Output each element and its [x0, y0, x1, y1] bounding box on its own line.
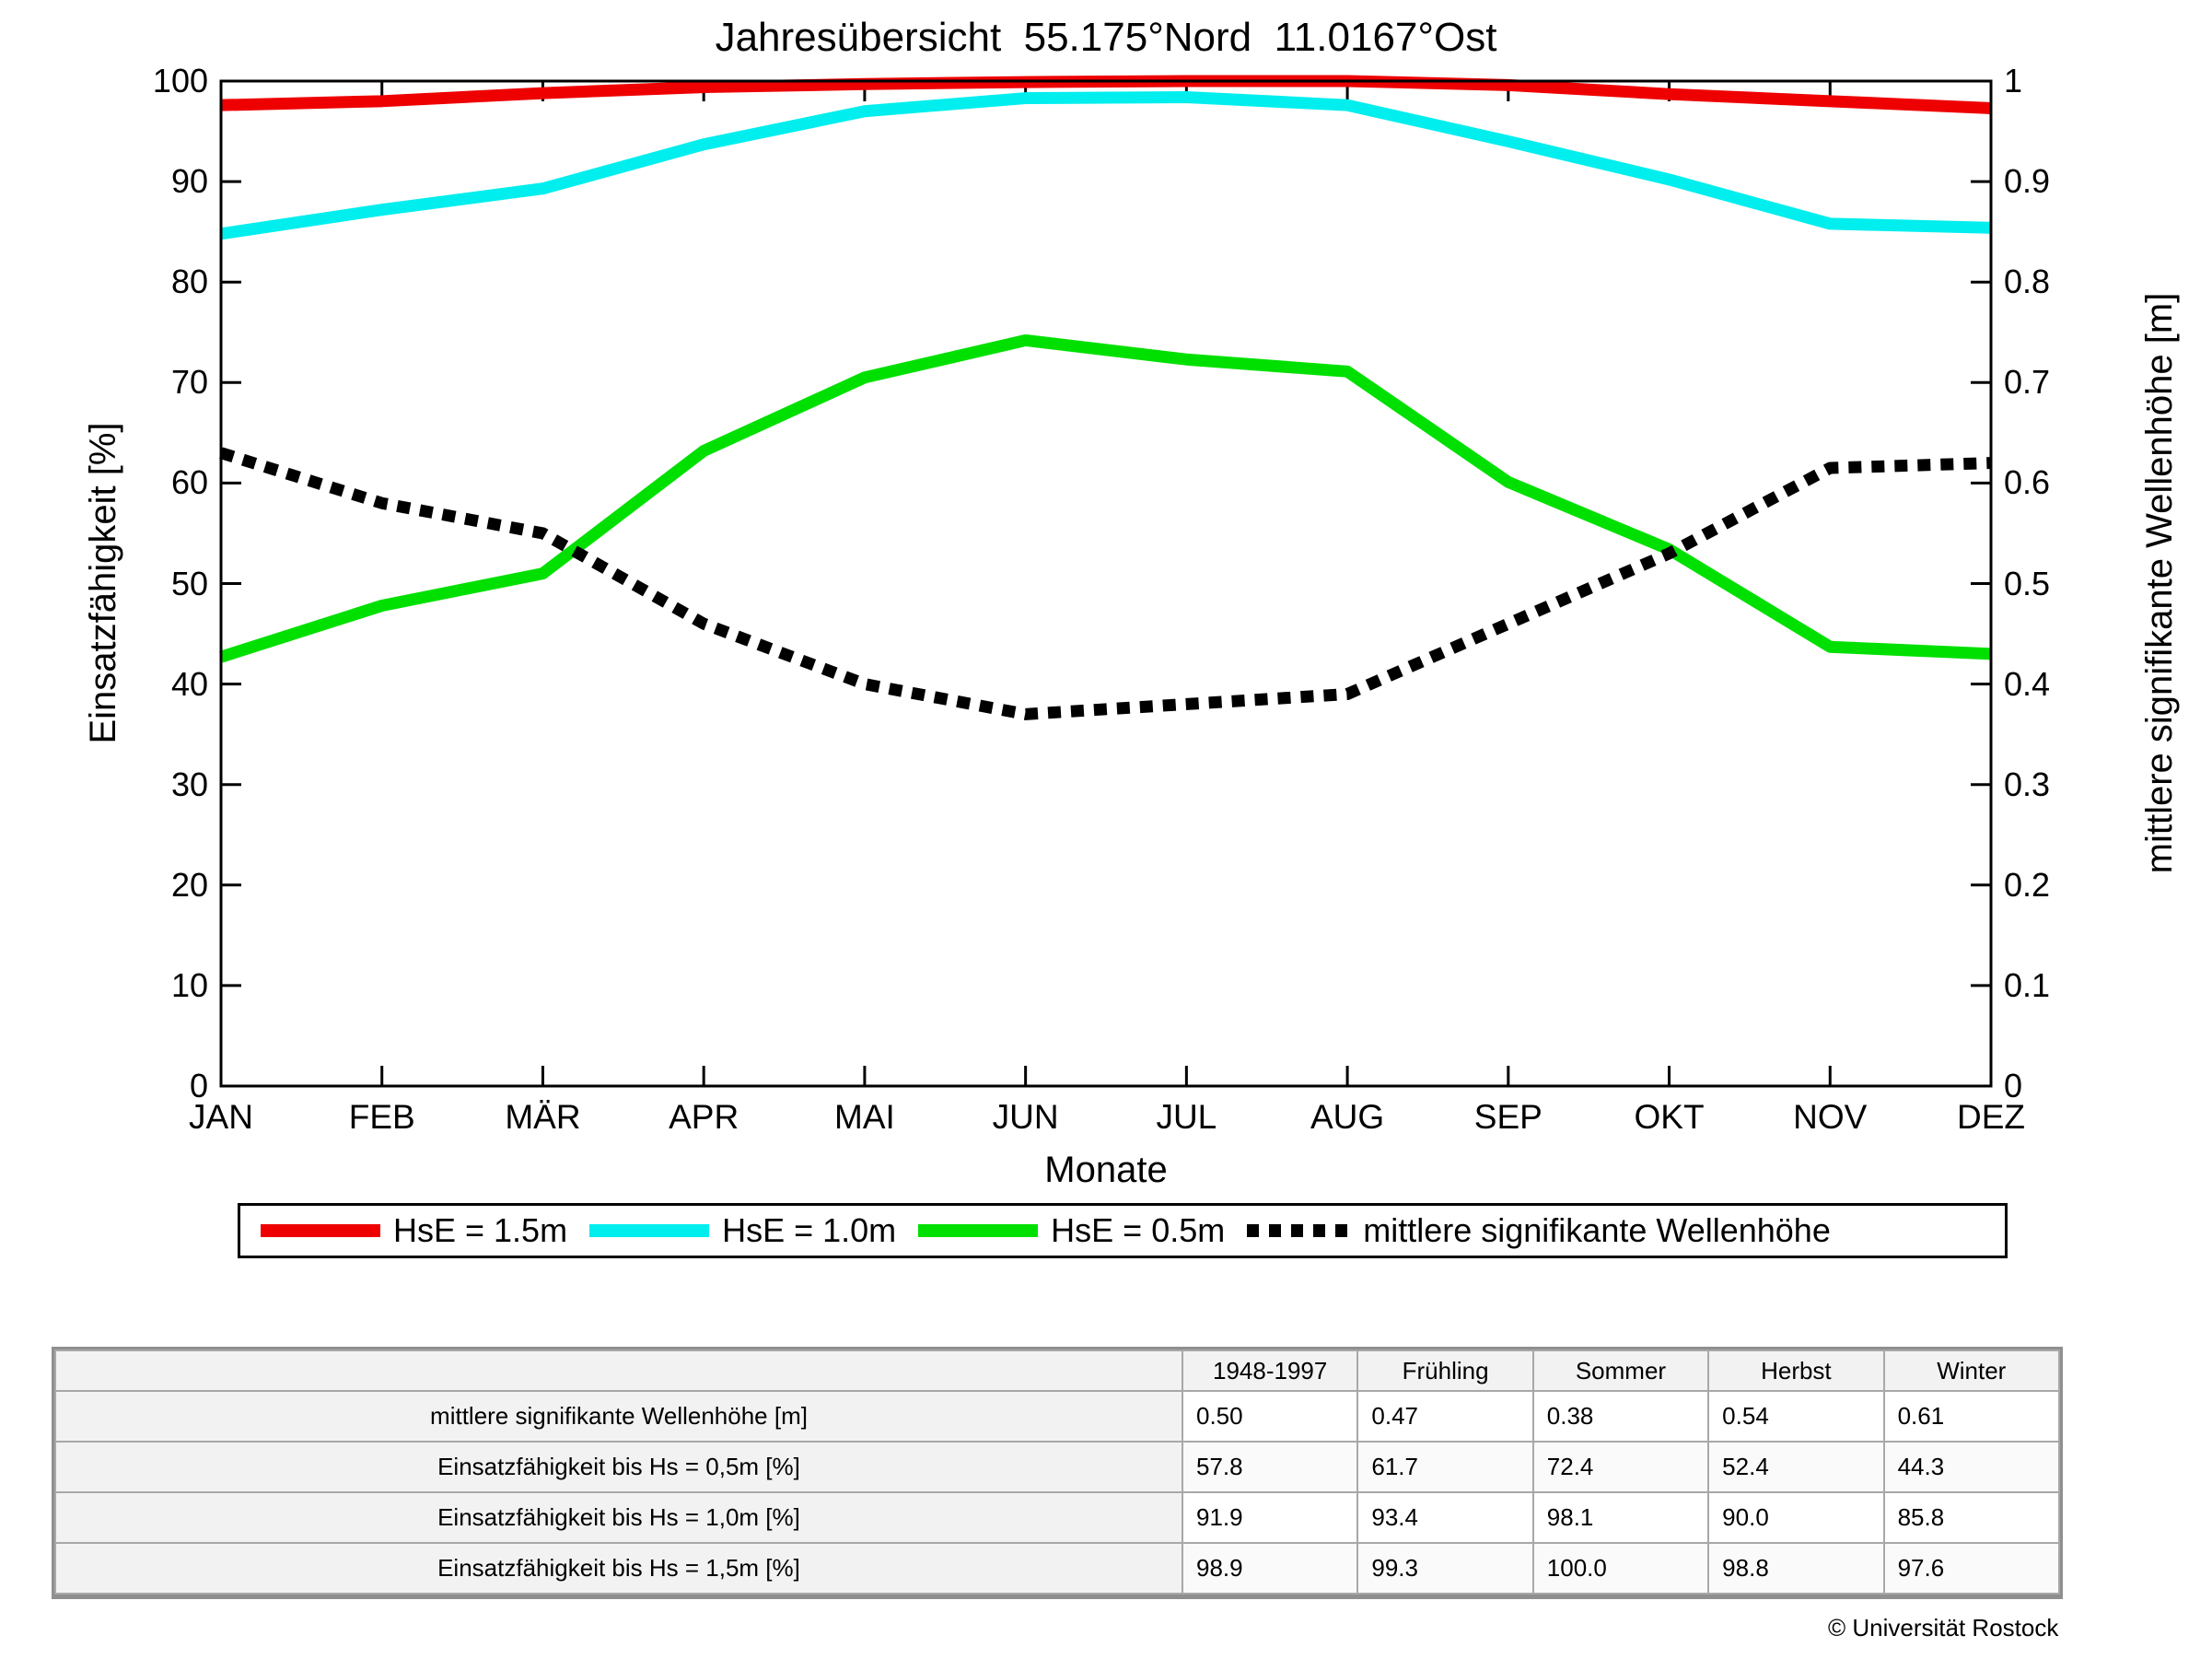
legend-label: mittlere signifikante Wellenhöhe: [1363, 1211, 1831, 1249]
table-cell: 99.3: [1356, 1542, 1534, 1595]
table-cell: 97.6: [1882, 1542, 2061, 1595]
y-axis-right-tick-label: 1: [2004, 62, 2023, 99]
table-cell: 0.50: [1181, 1390, 1359, 1443]
y-axis-left-tick-label: 70: [170, 363, 208, 402]
y-axis-left-tick-label: 30: [170, 765, 208, 803]
x-axis-tick-label: OKT: [1634, 1098, 1705, 1136]
table-row: Einsatzfähigkeit bis Hs = 1,5m [%] 98.9 99…: [54, 1542, 2061, 1595]
y-axis-left-tick-label: 90: [170, 162, 208, 201]
table-row: Einsatzfähigkeit bis Hs = 1,0m [%] 91.9 93…: [54, 1491, 2061, 1544]
legend-swatch-cyan-line-icon: [589, 1224, 710, 1237]
table-cell: 72.4: [1531, 1441, 1710, 1493]
y-axis-left-tick-label: 50: [170, 564, 208, 602]
chart-title: Jahresübersicht 55.175°Nord 11.0167°Ost: [715, 15, 1497, 60]
y-axis-left-tick-label: 20: [170, 865, 208, 904]
y-axis-right-tick-label: 0.2: [2004, 865, 2051, 904]
x-axis-tick-label: FEB: [348, 1098, 415, 1136]
y-axis-right-tick-label: 0.7: [2004, 363, 2051, 402]
table-cell: 93.4: [1356, 1491, 1534, 1544]
table-cell: 0.47: [1356, 1390, 1534, 1443]
table-row-label: Einsatzfähigkeit bis Hs = 0,5m [%]: [54, 1441, 1183, 1493]
legend-item-hse-0-5m: HsE = 0.5m: [918, 1211, 1225, 1250]
y-axis-left-tick-label: 100: [152, 62, 208, 99]
legend-item-hse-1-0m: HsE = 1.0m: [589, 1211, 896, 1250]
x-axis-tick-label: MÄR: [505, 1098, 581, 1136]
table-cell: 0.61: [1882, 1390, 2061, 1443]
table-cell: 100.0: [1531, 1542, 1710, 1595]
y-axis-right-tick-label: 0.3: [2004, 765, 2051, 803]
table-cell: 57.8: [1181, 1441, 1359, 1493]
legend-label: HsE = 0.5m: [1051, 1211, 1226, 1249]
table-column-header: Frühling: [1356, 1349, 1534, 1392]
legend-swatch-green-line-icon: [918, 1224, 1039, 1237]
table-cell: 52.4: [1707, 1441, 1885, 1493]
x-axis-tick-label: APR: [669, 1098, 739, 1136]
x-axis-tick-label: JUN: [992, 1098, 1059, 1136]
table-column-header: Winter: [1882, 1349, 2061, 1392]
table-cell: 98.1: [1531, 1491, 1710, 1544]
y-axis-right-tick-label: 0.8: [2004, 263, 2051, 301]
table-cell: 0.38: [1531, 1390, 1710, 1443]
x-axis-tick-label: AUG: [1310, 1098, 1385, 1136]
legend-swatch-dotted-line-icon: [1247, 1224, 1351, 1237]
table-row-label: mittlere signifikante Wellenhöhe [m]: [54, 1390, 1183, 1443]
x-axis-tick-label: JAN: [189, 1098, 253, 1136]
y-axis-left-tick-label: 60: [170, 463, 208, 502]
table-cell: 98.9: [1181, 1542, 1359, 1595]
table-cell: 98.8: [1707, 1542, 1885, 1595]
y-axis-right-tick-label: 0.5: [2004, 564, 2051, 602]
y-axis-left-tick-label: 0: [189, 1067, 208, 1104]
copyright-credit: © Universität Rostock: [1828, 1614, 2059, 1641]
x-axis-tick-label: NOV: [1793, 1098, 1868, 1136]
table-column-header: Sommer: [1531, 1349, 1710, 1392]
y-axis-right-tick-label: 0.4: [2004, 664, 2051, 703]
table-row-label: Einsatzfähigkeit bis Hs = 1,0m [%]: [54, 1491, 1183, 1544]
table-column-header: [54, 1349, 1183, 1392]
table-cell: 90.0: [1707, 1491, 1885, 1544]
legend-swatch-red-line-icon: [261, 1224, 380, 1237]
y-axis-left-tick-label: 10: [170, 965, 208, 1004]
y-axis-right-tick-label: 0.9: [2004, 162, 2051, 201]
table-row: Einsatzfähigkeit bis Hs = 0,5m [%] 57.8 61…: [54, 1441, 2061, 1493]
table-cell: 61.7: [1356, 1441, 1534, 1493]
table-cell: 85.8: [1882, 1491, 2061, 1544]
y-axis-left-tick-label: 80: [170, 263, 208, 301]
x-axis-tick-label: SEP: [1473, 1098, 1543, 1136]
y-axis-right-tick-label: 0: [2004, 1067, 2023, 1104]
y-axis-right-tick-label: 0.6: [2004, 463, 2051, 502]
y-axis-left-tick-label: 40: [170, 664, 208, 703]
table-cell: 44.3: [1882, 1441, 2061, 1493]
x-axis-tick-label: DEZ: [1957, 1098, 2025, 1136]
table-column-header: 1948-1997: [1181, 1349, 1359, 1392]
table-cell: 91.9: [1181, 1491, 1359, 1544]
legend-item-hse-1-5m: HsE = 1.5m: [261, 1211, 567, 1250]
table-header-row: 1948-1997 Frühling Sommer Herbst Winter: [54, 1349, 2061, 1392]
x-axis-title: Monate: [1044, 1150, 1168, 1190]
season-statistics-table: 1948-1997 Frühling Sommer Herbst Winter mitt…: [52, 1347, 2063, 1599]
legend-item-wellenhoehe: mittlere signifikante Wellenhöhe: [1247, 1211, 1831, 1250]
x-axis-tick-label: MAI: [834, 1098, 895, 1136]
legend-label: HsE = 1.0m: [722, 1211, 897, 1249]
table-row-label: Einsatzfähigkeit bis Hs = 1,5m [%]: [54, 1542, 1183, 1595]
y-axis-left-title: Einsatzfähigkeit [%]: [83, 422, 123, 744]
y-axis-right-tick-label: 0.1: [2004, 965, 2051, 1004]
legend-label: HsE = 1.5m: [393, 1211, 568, 1249]
table-column-header: Herbst: [1707, 1349, 1885, 1392]
x-axis-tick-label: JUL: [1156, 1098, 1217, 1136]
table-row: mittlere signifikante Wellenhöhe [m] 0.50…: [54, 1390, 2061, 1443]
table-cell: 0.54: [1707, 1390, 1885, 1443]
y-axis-right-title: mittlere signifikante Wellenhöhe [m]: [2139, 292, 2180, 874]
chart-legend: HsE = 1.5m HsE = 1.0m HsE = 0.5m mittler…: [238, 1203, 2008, 1258]
